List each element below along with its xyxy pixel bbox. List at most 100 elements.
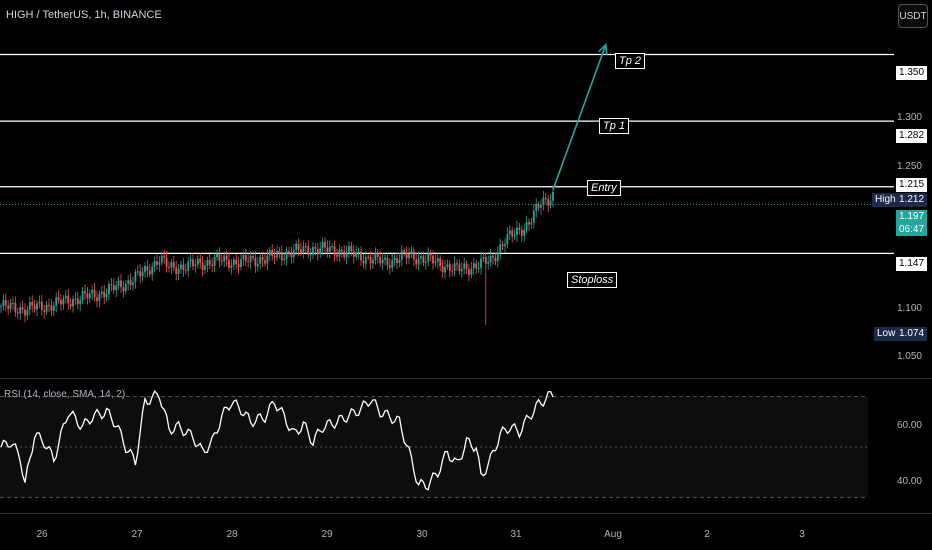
candle-body	[199, 258, 202, 263]
tp2-annotation[interactable]: Tp 2	[615, 53, 646, 69]
tp1-annotation[interactable]: Tp 1	[599, 118, 630, 134]
candle-body	[297, 243, 300, 250]
rsi-indicator-label[interactable]: RSI (14, close, SMA, 14, 2)	[4, 389, 126, 400]
candle	[444, 260, 446, 279]
candle-body	[50, 305, 53, 311]
candle	[513, 228, 516, 241]
candle-body	[468, 269, 470, 275]
candle-body	[24, 309, 26, 316]
candle	[21, 300, 24, 314]
candle	[350, 241, 353, 257]
candle-body	[98, 293, 101, 302]
candle	[60, 293, 62, 311]
candle	[345, 246, 348, 264]
candle-body	[451, 270, 454, 272]
candle	[528, 218, 530, 232]
candle-body	[151, 266, 154, 275]
candle-body	[340, 249, 343, 252]
candle	[259, 253, 262, 269]
candle-body	[38, 301, 41, 304]
candle-body	[364, 256, 367, 264]
candle-body	[112, 284, 115, 291]
candle	[384, 253, 386, 266]
candle-body	[429, 253, 432, 256]
candle	[177, 264, 180, 280]
currency-button[interactable]: USDT	[898, 4, 928, 28]
candle	[504, 238, 506, 253]
candle	[144, 262, 146, 278]
price-tick: 1.300	[896, 112, 922, 123]
candle	[292, 243, 295, 264]
candle	[429, 250, 432, 262]
candle-body	[153, 261, 156, 267]
candle	[487, 255, 490, 270]
candle	[57, 290, 60, 304]
candle	[278, 247, 281, 259]
candle-body	[501, 244, 504, 247]
horizontal-levels	[0, 53, 894, 254]
candle	[465, 260, 468, 275]
candle	[288, 246, 290, 258]
candle-body	[489, 255, 492, 262]
candle-body	[55, 297, 58, 306]
candle-body	[196, 258, 199, 265]
stoploss-annotation[interactable]: Stoploss	[567, 272, 618, 288]
candle	[232, 256, 235, 270]
candle	[86, 286, 89, 305]
candle	[453, 256, 456, 277]
candle	[362, 253, 365, 269]
candle	[549, 194, 552, 209]
candle	[108, 280, 110, 300]
candle	[105, 288, 108, 302]
candle-body	[103, 291, 106, 298]
candle-body	[492, 255, 494, 258]
candle-body	[19, 307, 22, 314]
candle-body	[480, 258, 482, 268]
candle	[264, 253, 266, 267]
candle	[398, 252, 401, 268]
candle	[537, 201, 540, 211]
candle	[136, 265, 139, 276]
candle	[223, 251, 226, 268]
candle	[158, 256, 161, 272]
candle	[249, 251, 252, 269]
candle-body	[21, 307, 24, 310]
low-tag: Low	[874, 327, 899, 341]
candle	[417, 251, 420, 271]
entry-annotation[interactable]: Entry	[587, 180, 621, 196]
candle	[352, 244, 355, 264]
candle	[415, 253, 418, 269]
candle	[240, 253, 242, 271]
candle	[475, 259, 478, 274]
candle-body	[2, 300, 5, 307]
candle	[194, 258, 197, 273]
candle-body	[220, 260, 223, 262]
candle	[28, 296, 31, 316]
candle-body	[348, 246, 350, 253]
candle-body	[374, 252, 377, 261]
candle-body	[69, 303, 72, 307]
candle-body	[292, 250, 295, 258]
candle-body	[146, 266, 149, 271]
candle-body	[100, 291, 103, 294]
candle-body	[396, 257, 398, 264]
candle	[446, 259, 449, 270]
candle-body	[93, 289, 96, 298]
candle	[117, 276, 120, 291]
time-tick: 31	[510, 529, 522, 540]
candle-body	[122, 287, 125, 292]
candle-body	[432, 255, 434, 264]
candle-body	[304, 246, 307, 248]
candle	[304, 242, 307, 253]
candle-body	[148, 270, 151, 275]
time-tick: 26	[36, 529, 48, 540]
candle	[463, 257, 466, 275]
candle	[333, 240, 336, 262]
candle-body	[276, 250, 278, 258]
candle-body	[252, 255, 254, 259]
candle-body	[182, 264, 185, 270]
candle-body	[506, 233, 509, 245]
candle	[208, 253, 211, 270]
candle-body	[40, 301, 43, 311]
